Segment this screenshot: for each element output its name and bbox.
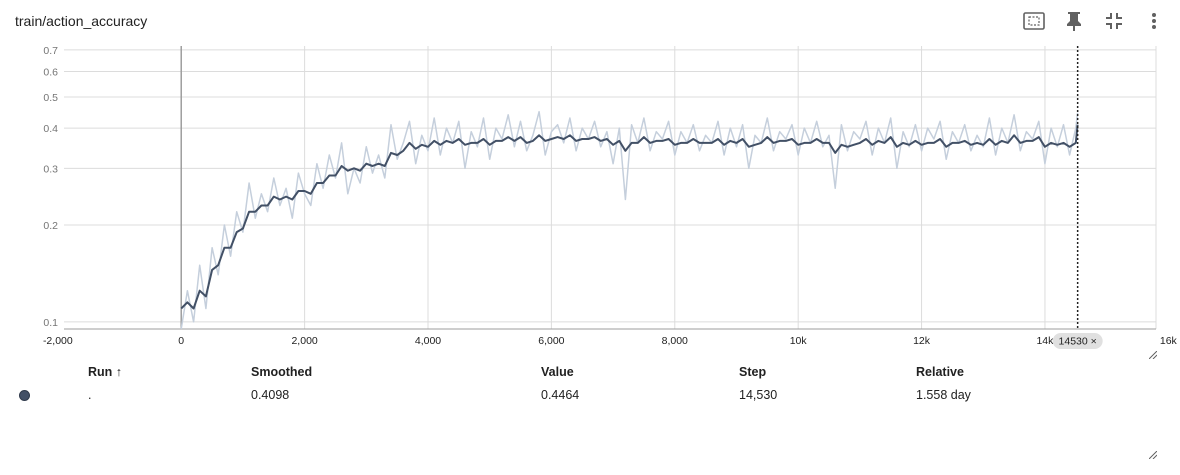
step-cursor: 14530 × [1052, 46, 1103, 349]
plot-area [180, 110, 1079, 330]
col-header-smoothed: Smoothed [251, 365, 313, 379]
cell-relative: 1.558 day [916, 388, 971, 402]
y-tick-label: 0.6 [43, 66, 58, 78]
step-chip-background [1052, 333, 1103, 349]
cell-smoothed: 0.4098 [251, 388, 290, 402]
y-tick-labels: 0.1 0.2 0.3 0.4 0.5 0.6 0.7 [43, 45, 58, 329]
col-header-run[interactable]: Run ↑ [88, 365, 123, 379]
table-resize-handle[interactable] [1149, 451, 1157, 459]
collapse-icon[interactable] [1102, 8, 1126, 34]
x-tick-label: 4,000 [415, 335, 441, 347]
pin-icon[interactable] [1062, 8, 1086, 34]
y-tick-label: 0.7 [43, 45, 58, 57]
run-color-dot [19, 390, 30, 401]
x-tick-label: 0 [178, 335, 184, 347]
x-tick-label: 6,000 [538, 335, 564, 347]
chart-axes [64, 46, 1157, 330]
series-raw-line [180, 110, 1079, 330]
x-tick-label: -2,000 [43, 335, 73, 347]
x-tick-label: 12k [913, 335, 931, 347]
line-chart[interactable]: 0.1 0.2 0.3 0.4 0.5 0.6 0.7 -2,000 0 2,000 4,000 6… [0, 0, 1180, 360]
cell-run: . [88, 388, 92, 402]
x-tick-labels: -2,000 0 2,000 4,000 6,000 8,000 10k 12k 14k 16k [43, 335, 1178, 347]
step-cursor-chip[interactable]: 14530 × [1052, 333, 1103, 349]
col-header-value: Value [541, 365, 574, 379]
x-tick-label: 8,000 [662, 335, 688, 347]
x-tick-label: 14k [1036, 335, 1054, 347]
x-tick-label: 10k [790, 335, 808, 347]
col-header-step: Step [739, 365, 767, 379]
more-vert-icon[interactable] [1142, 8, 1166, 34]
cell-step: 14,530 [739, 388, 778, 402]
cell-value: 0.4464 [541, 388, 580, 402]
series-smoothed-line [180, 124, 1079, 310]
y-tick-label: 0.5 [43, 92, 58, 104]
x-tick-label: 2,000 [291, 335, 317, 347]
chart-resize-handle[interactable] [1149, 351, 1157, 359]
col-header-relative: Relative [916, 365, 964, 379]
chart-grid [64, 46, 1156, 329]
y-tick-label: 0.2 [43, 220, 58, 232]
step-chip-label: 14530 × [1059, 336, 1097, 348]
card-toolbar [1022, 8, 1166, 34]
fit-domain-icon[interactable] [1022, 8, 1046, 34]
card-title: train/action_accuracy [15, 13, 148, 29]
y-tick-label: 0.3 [43, 163, 58, 175]
y-tick-label: 0.4 [43, 123, 58, 135]
x-tick-label: 16k [1160, 335, 1178, 347]
y-tick-label: 0.1 [43, 317, 58, 329]
